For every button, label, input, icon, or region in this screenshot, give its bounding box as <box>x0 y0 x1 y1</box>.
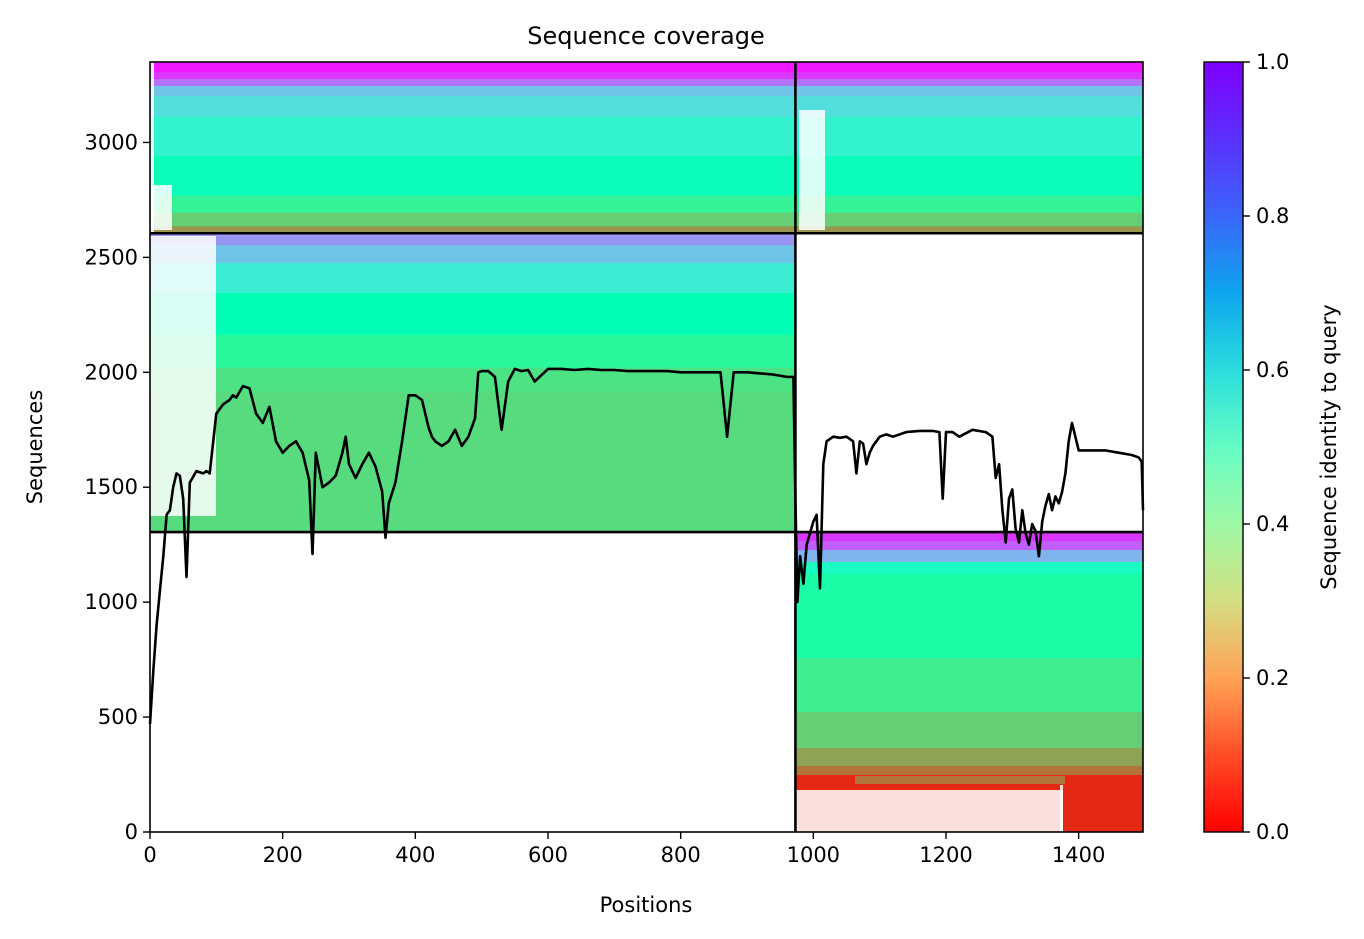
gap-region <box>799 110 825 230</box>
gap-region <box>150 236 216 516</box>
gap-region <box>150 62 154 232</box>
x-axis-label: Positions <box>600 893 693 917</box>
colorbar-tick-label: 0.2 <box>1256 666 1289 690</box>
x-axis-ticks: 0 200 400 600 800 1000 1200 1400 <box>143 832 1105 867</box>
y-axis-label: Sequences <box>23 390 47 505</box>
gap-region <box>796 790 1066 832</box>
identity-band <box>150 263 796 294</box>
identity-band <box>150 212 1143 227</box>
y-tick-label: 0 <box>125 820 138 844</box>
identity-band <box>150 334 796 369</box>
y-tick-label: 3000 <box>85 130 138 154</box>
identity-band <box>150 156 1143 197</box>
identity-band <box>795 541 1143 551</box>
identity-band <box>795 550 1143 563</box>
x-tick-label: 0 <box>143 843 156 867</box>
coverage-line <box>148 367 1145 725</box>
colorbar-tick-label: 0.6 <box>1256 358 1289 382</box>
identity-band <box>795 532 1143 542</box>
x-tick-label: 200 <box>263 843 303 867</box>
colorbar-tick-label: 0.0 <box>1256 820 1289 844</box>
x-tick-label: 1200 <box>919 843 972 867</box>
x-tick-label: 800 <box>661 843 701 867</box>
y-tick-label: 1000 <box>85 590 138 614</box>
identity-band <box>795 748 1143 767</box>
identity-band <box>795 658 1143 713</box>
chart-title: Sequence coverage <box>527 22 764 50</box>
identity-band <box>855 776 1065 784</box>
identity-band <box>795 562 1143 575</box>
block-paired <box>150 62 1143 234</box>
identity-band <box>150 79 1143 87</box>
low-identity-tail <box>1063 784 1143 832</box>
x-tick-label: 1400 <box>1052 843 1105 867</box>
identity-band <box>150 96 1143 118</box>
colorbar-ticks: 0.0 0.2 0.4 0.6 0.8 1.0 <box>1243 50 1289 844</box>
colorbar-tick-label: 0.8 <box>1256 204 1289 228</box>
identity-band <box>150 391 796 533</box>
identity-band <box>150 116 1143 157</box>
identity-band <box>150 62 1143 73</box>
identity-band <box>150 72 1143 80</box>
gap-region <box>150 185 172 230</box>
identity-band <box>795 712 1143 749</box>
identity-band <box>150 233 796 246</box>
x-tick-label: 400 <box>395 843 435 867</box>
identity-band <box>150 245 796 264</box>
identity-band <box>795 766 1143 776</box>
y-tick-label: 2500 <box>85 245 138 269</box>
identity-band <box>150 195 1143 214</box>
colorbar-tick-label: 1.0 <box>1256 50 1289 74</box>
colorbar-label: Sequence identity to query <box>1317 304 1341 589</box>
identity-band <box>150 293 796 336</box>
gap-region <box>975 510 1120 532</box>
plot-frame <box>149 61 1144 833</box>
y-tick-label: 1500 <box>85 475 138 499</box>
identity-band <box>795 574 1143 659</box>
colorbar-tick-label: 0.4 <box>1256 512 1289 536</box>
colorbar <box>1203 61 1244 833</box>
coverage-line-group <box>148 367 1145 725</box>
y-axis-ticks: 0 500 1000 1500 2000 2500 3000 <box>85 130 150 844</box>
x-tick-label: 600 <box>528 843 568 867</box>
x-tick-label: 1000 <box>787 843 840 867</box>
identity-band <box>150 85 1143 97</box>
y-tick-label: 2000 <box>85 360 138 384</box>
y-tick-label: 500 <box>98 705 138 729</box>
coverage-heatmap <box>150 62 1143 832</box>
identity-band <box>150 226 1143 234</box>
block-chain_A_unpaired <box>150 233 796 533</box>
